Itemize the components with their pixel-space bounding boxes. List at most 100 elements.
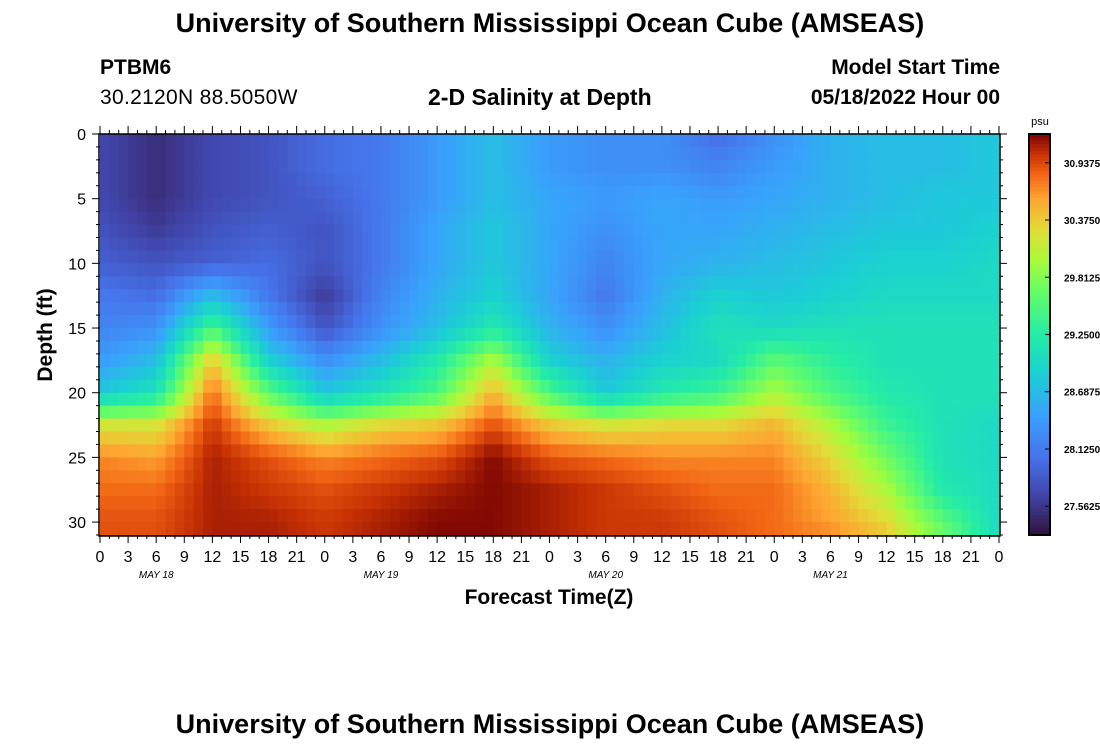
- heatmap-cell: [502, 224, 513, 239]
- heatmap-cell: [109, 263, 120, 277]
- heatmap-cell: [437, 328, 448, 342]
- heatmap-cell: [802, 263, 813, 277]
- heatmap-cell: [446, 340, 457, 355]
- heatmap-cell: [961, 250, 972, 264]
- heatmap-cell: [849, 315, 860, 329]
- heatmap-cell: [296, 315, 307, 329]
- heatmap-cell: [156, 379, 167, 394]
- colorbar-segment: [1029, 491, 1050, 496]
- heatmap-cell: [802, 237, 813, 252]
- heatmap-cell: [465, 366, 476, 381]
- heatmap-cell: [315, 198, 326, 213]
- heatmap-cell: [474, 328, 485, 342]
- heatmap-cell: [343, 263, 354, 277]
- heatmap-cell: [568, 418, 579, 433]
- heatmap-cell: [924, 470, 935, 484]
- heatmap-cell: [699, 366, 710, 381]
- heatmap-cell: [661, 392, 672, 407]
- heatmap-cell: [615, 185, 626, 200]
- heatmap-cell: [446, 289, 457, 303]
- heatmap-cell: [240, 444, 251, 458]
- heatmap-cell: [334, 496, 345, 510]
- heatmap-cell: [942, 353, 953, 368]
- heatmap-cell: [661, 198, 672, 213]
- heatmap-cell: [633, 431, 644, 446]
- heatmap-cell: [512, 302, 522, 316]
- heatmap-cell: [802, 457, 813, 471]
- heatmap-cell: [259, 509, 270, 523]
- heatmap-cell: [980, 172, 991, 187]
- heatmap-cell: [961, 457, 972, 471]
- heatmap-cell: [193, 302, 204, 316]
- colorbar-segment: [1029, 504, 1050, 509]
- heatmap-cell: [708, 457, 719, 471]
- heatmap-cell: [680, 328, 691, 342]
- heatmap-cell: [558, 315, 569, 329]
- colorbar-segment: [1029, 397, 1050, 402]
- heatmap-cell: [137, 134, 148, 148]
- heatmap-cell: [811, 185, 822, 200]
- heatmap-cell: [708, 276, 719, 290]
- heatmap-cell: [867, 353, 878, 368]
- heatmap-cell: [774, 134, 785, 148]
- heatmap-cell: [240, 276, 251, 290]
- heatmap-cell: [802, 444, 813, 458]
- heatmap-cell: [118, 496, 129, 510]
- heatmap-cell: [530, 302, 541, 316]
- heatmap-cell: [596, 276, 607, 290]
- heatmap-cell: [446, 146, 457, 161]
- heatmap-cell: [390, 315, 401, 329]
- heatmap-cell: [465, 405, 476, 420]
- heatmap-cell: [324, 134, 335, 148]
- heatmap-cell: [512, 405, 522, 420]
- heatmap-cell: [811, 418, 822, 433]
- colorbar-segment: [1029, 230, 1050, 235]
- heatmap-cell: [708, 340, 719, 355]
- heatmap-cell: [643, 522, 654, 536]
- heatmap-cell: [708, 353, 719, 368]
- heatmap-cell: [380, 483, 391, 497]
- heatmap-cell: [652, 328, 663, 342]
- heatmap-cell: [324, 353, 335, 368]
- heatmap-cell: [277, 522, 288, 536]
- heatmap-cell: [830, 185, 841, 200]
- heatmap-cell: [774, 276, 785, 290]
- heatmap-cell: [914, 237, 925, 252]
- heatmap-cell: [493, 328, 504, 342]
- heatmap-cell: [792, 418, 803, 433]
- heatmap-cell: [212, 418, 223, 433]
- heatmap-cell: [699, 522, 710, 536]
- heatmap-cell: [792, 457, 803, 471]
- heatmap-cell: [380, 366, 391, 381]
- heatmap-cell: [474, 134, 485, 148]
- heatmap-cell: [521, 470, 532, 484]
- heatmap-cell: [362, 418, 373, 433]
- heatmap-cell: [774, 509, 785, 523]
- heatmap-cell: [980, 289, 991, 303]
- heatmap-cell: [268, 418, 279, 433]
- heatmap-cell: [109, 431, 120, 446]
- heatmap-cell: [109, 211, 120, 226]
- heatmap-cell: [380, 250, 391, 264]
- heatmap-cell: [100, 134, 110, 148]
- heatmap-cell: [549, 444, 560, 458]
- heatmap-cell: [390, 224, 401, 239]
- heatmap-cell: [596, 302, 607, 316]
- heatmap-cell: [708, 522, 719, 536]
- heatmap-cell: [193, 457, 204, 471]
- heatmap-cell: [109, 444, 120, 458]
- heatmap-cell: [483, 315, 494, 329]
- heatmap-cell: [446, 172, 457, 187]
- heatmap-cell: [615, 146, 626, 161]
- heatmap-cell: [427, 198, 438, 213]
- heatmap-cell: [474, 522, 485, 536]
- heatmap-cell: [811, 289, 822, 303]
- heatmap-cell: [315, 457, 326, 471]
- heatmap-cell: [755, 134, 766, 148]
- heatmap-cell: [100, 276, 110, 290]
- heatmap-cell: [362, 328, 373, 342]
- heatmap-cell: [146, 340, 157, 355]
- heatmap-cell: [633, 483, 644, 497]
- heatmap-cell: [708, 483, 719, 497]
- heatmap-cell: [128, 418, 139, 433]
